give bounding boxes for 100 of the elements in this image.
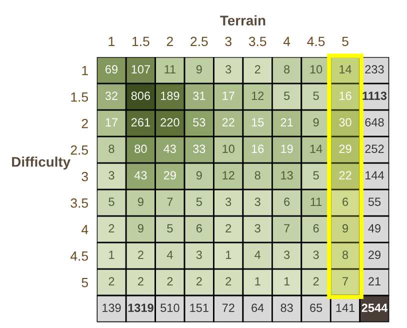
data-label: 9 [138,224,144,233]
data-label: 4 [254,250,261,259]
data-label: 1 [109,250,114,259]
data-label: 5 [108,198,114,206]
data-label: 3 [313,250,319,260]
data-label: 29 [164,171,176,180]
data-label: 43 [134,171,147,180]
data-label: 151 [190,304,208,312]
data-label: 2 [108,277,114,286]
data-label: 5 [284,92,290,100]
data-label: 83 [280,304,293,312]
data-label: 7 [284,224,290,232]
data-label: 5 [167,224,173,233]
data-label: 5 [196,198,202,206]
data-label: 2 [254,65,260,74]
x-tick-label: 1 [108,36,115,46]
data-label: 6 [342,198,348,206]
data-label: 5 [313,171,319,180]
data-label: 2 [196,277,202,286]
data-label: 14 [310,144,322,153]
data-label: 1 [226,250,232,259]
data-label: 29 [339,144,352,153]
x-tick-label: 3 [225,36,232,46]
data-label: 107 [132,65,150,74]
data-label: 1319 [128,304,154,312]
data-label: 16 [252,144,264,153]
data-label: 72 [222,304,234,312]
data-label: 17 [222,92,234,100]
data-label: 8 [342,250,348,260]
x-tick-label: 1.5 [132,36,150,46]
data-label: 7 [167,198,173,206]
data-label: 8 [284,65,290,74]
data-label: 12 [252,92,264,100]
data-label: 32 [105,92,118,100]
data-label: 139 [102,304,121,312]
data-label: 3 [226,65,232,74]
data-label: 8 [108,144,114,153]
x-tick-label: 4 [283,36,290,46]
data-label: 69 [106,65,118,74]
data-label: 10 [310,65,322,74]
data-label: 1 [255,277,260,286]
data-label: 33 [193,144,206,153]
data-label: 2 [138,250,144,259]
data-label: 2 [313,277,319,286]
data-label: 9 [196,171,202,180]
y-tick-label: 2 [82,118,88,128]
data-label: 6 [196,224,202,233]
data-label: 2 [226,277,232,286]
data-label: 22 [339,171,352,180]
y-tick-label: 1.5 [71,92,88,102]
y-axis-title: Difficulty [12,156,70,170]
data-label: 144 [366,171,384,180]
data-label: 3 [226,198,232,206]
data-label: 510 [160,304,180,312]
data-label: 30 [339,118,352,126]
data-label: 9 [313,118,319,126]
y-tick-label: 2.5 [70,145,88,155]
data-label: 6 [313,224,319,233]
x-tick-label: 3.5 [248,36,266,46]
data-label: 10 [222,144,234,153]
data-label: 16 [340,92,352,100]
data-label: 29 [368,250,380,260]
data-label: 31 [193,92,206,100]
data-label: 220 [160,118,180,126]
x-axis-title: Terrain [220,15,266,26]
data-label: 12 [222,171,234,180]
data-label: 4 [166,250,173,259]
data-label: 13 [281,171,293,180]
data-label: 806 [131,92,150,100]
data-label: 2544 [362,304,388,312]
data-label: 11 [164,65,176,74]
x-tick-label: 4.5 [307,36,325,46]
y-tick-label: 1 [82,66,88,76]
data-label: 3 [196,250,202,260]
data-label: 21 [280,118,293,126]
data-label: 17 [106,118,118,126]
data-label: 7 [342,277,348,286]
data-label: 53 [193,118,206,126]
data-label: 64 [252,304,264,312]
data-label: 55 [368,198,381,206]
x-tick-label: 2 [166,36,173,46]
data-label: 3 [284,250,290,260]
data-label: 261 [131,118,150,126]
data-label: 2 [108,224,114,232]
data-label: 8 [254,171,260,180]
data-label: 3 [108,171,114,180]
data-label: 6 [284,198,290,206]
data-label: 14 [340,65,352,74]
y-tick-label: 3.5 [70,198,88,208]
y-tick-label: 4.5 [70,252,88,261]
data-label: 49 [368,224,380,233]
y-tick-label: 5 [82,278,88,288]
data-label: 2 [167,277,173,286]
data-label: 9 [342,224,348,233]
data-label: 22 [222,118,234,126]
y-tick-label: 4 [82,225,88,234]
data-label: 9 [138,198,144,206]
data-label: 43 [164,144,176,153]
data-label: 2 [138,277,144,286]
data-label: 21 [368,277,380,286]
